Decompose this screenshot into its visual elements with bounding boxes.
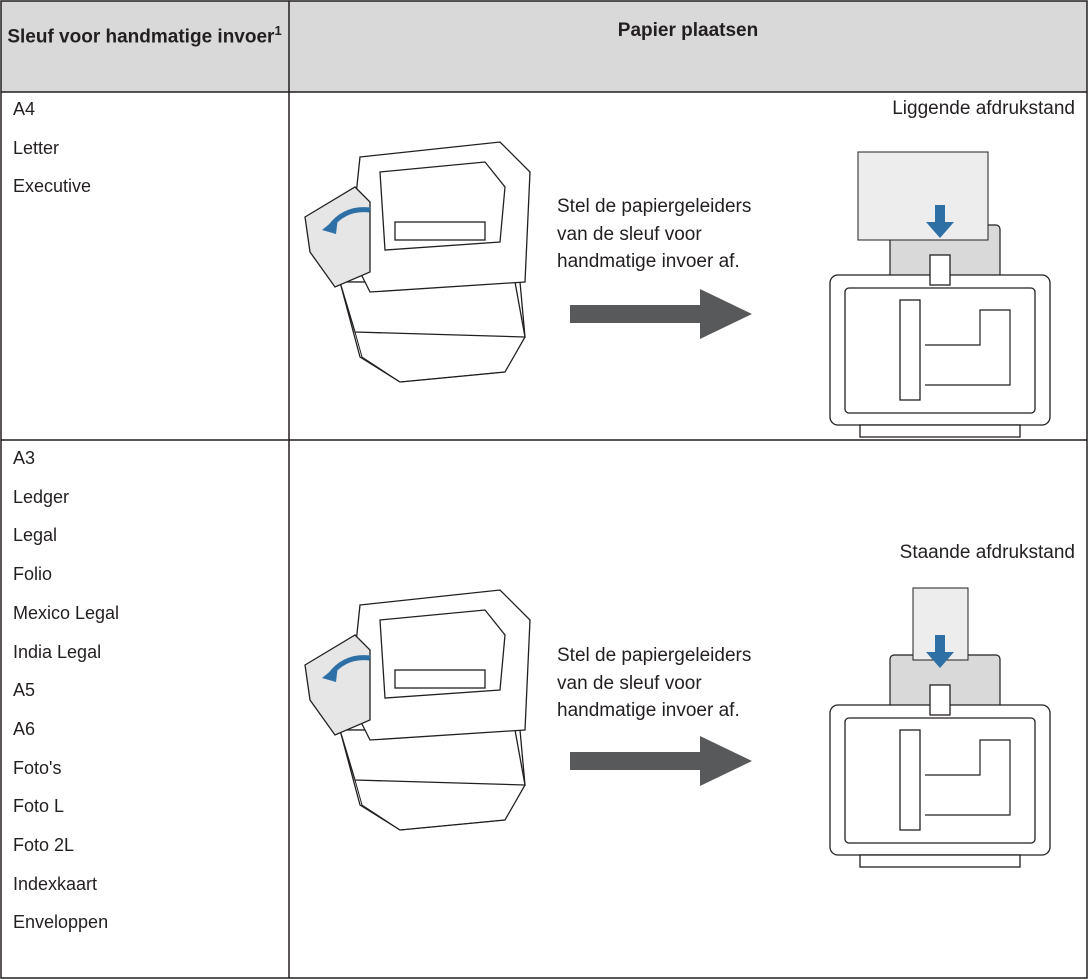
- arrow: [926, 635, 954, 668]
- arrow-head: [322, 665, 338, 682]
- paper-size: Folio: [13, 564, 53, 585]
- paper-size: Letter: [13, 137, 60, 158]
- paper-size: Indexkaart: [13, 873, 98, 894]
- paper-size: Enveloppen: [13, 912, 109, 933]
- paper-size: A5: [13, 680, 36, 701]
- printer-illustration: [304, 141, 531, 383]
- direction-arrow: [570, 736, 752, 786]
- printer-top-illustration: [829, 151, 1051, 438]
- arrow-head: [322, 217, 338, 234]
- paper-size: Legal: [13, 525, 58, 546]
- paper-size: India Legal: [13, 641, 102, 662]
- paper-size: Executive: [13, 176, 92, 196]
- instruction-line: Stel de papiergeleiders: [557, 196, 752, 217]
- arrow: [926, 205, 954, 238]
- orientation-label: Staande afdrukstand: [899, 542, 1075, 563]
- direction-arrow: [570, 289, 752, 339]
- paper-size: Foto's: [13, 757, 62, 778]
- instruction-line: van de sleuf voor: [557, 672, 702, 694]
- paper-size: A3: [13, 448, 36, 468]
- printer-illustration: [304, 589, 531, 831]
- paper-size: A4: [13, 99, 36, 119]
- printer-top-illustration: [829, 587, 1051, 868]
- header-text: Sleuf voor handmatige invoer: [7, 26, 275, 48]
- instruction-line: van de sleuf voor: [557, 223, 702, 245]
- instruction-line: handmatige invoer af.: [557, 700, 740, 721]
- header-cell: Papier plaatsen: [617, 20, 759, 41]
- paper-size: Ledger: [13, 486, 70, 507]
- paper-size: Foto 2L: [13, 835, 75, 855]
- paper-size: A6: [13, 718, 36, 739]
- paper-size: Mexico Legal: [13, 602, 120, 623]
- instruction-line: handmatige invoer af.: [557, 251, 740, 272]
- header-cell: Sleuf voor handmatige invoer1: [0, 18, 289, 50]
- footnote-mark: 1: [274, 23, 282, 38]
- orientation-label: Liggende afdrukstand: [892, 98, 1075, 119]
- header-background: [1, 1, 1087, 92]
- paper-size: Foto L: [13, 796, 65, 817]
- instruction-line: Stel de papiergeleiders: [557, 645, 752, 666]
